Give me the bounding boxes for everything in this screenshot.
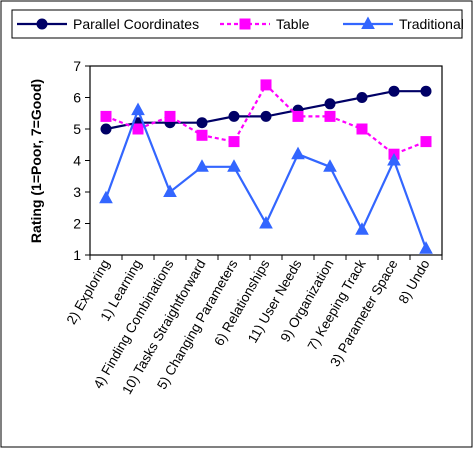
data-point [324,98,336,110]
data-point [99,190,113,204]
data-point [324,110,336,122]
legend: Parallel Coordinates Table Traditional [11,9,464,39]
data-point [227,159,241,172]
data-point [420,136,432,148]
data-point [163,184,177,197]
y-tick-label: 1 [73,247,81,263]
data-point [132,123,144,135]
data-point [131,102,145,116]
data-point [387,152,401,166]
data-point [196,117,208,129]
legend-label: Parallel Coordinates [73,16,199,32]
data-point [356,92,368,103]
data-point [260,79,272,91]
data-point [195,159,209,172]
legend-marker [36,18,48,30]
legend-label: Table [276,16,310,32]
y-tick-label: 2 [73,216,81,232]
data-point [419,241,433,254]
legend-label: Traditional [399,16,464,32]
data-point [388,85,400,97]
series-layer [99,79,433,254]
legend-marker [361,16,375,29]
data-point [292,110,304,122]
data-point [323,159,337,172]
y-axis: 1 2 3 4 5 6 7 [73,58,90,263]
data-point [355,222,369,235]
data-point [196,129,208,141]
data-point [228,110,240,122]
data-point [228,136,240,148]
y-tick-label: 7 [73,58,81,74]
y-tick-label: 5 [73,121,81,137]
data-point [164,110,176,122]
y-tick-label: 6 [73,90,81,106]
data-point [259,215,273,229]
data-point [291,146,305,160]
y-axis-label: Rating (1=Poor, 7=Good) [28,79,44,243]
legend-marker [239,18,251,30]
data-point [356,123,368,135]
y-tick-label: 4 [73,153,81,169]
data-point [260,110,272,122]
y-tick-label: 3 [73,184,81,200]
data-point [100,110,112,122]
data-point [420,85,432,97]
data-point [100,123,112,135]
